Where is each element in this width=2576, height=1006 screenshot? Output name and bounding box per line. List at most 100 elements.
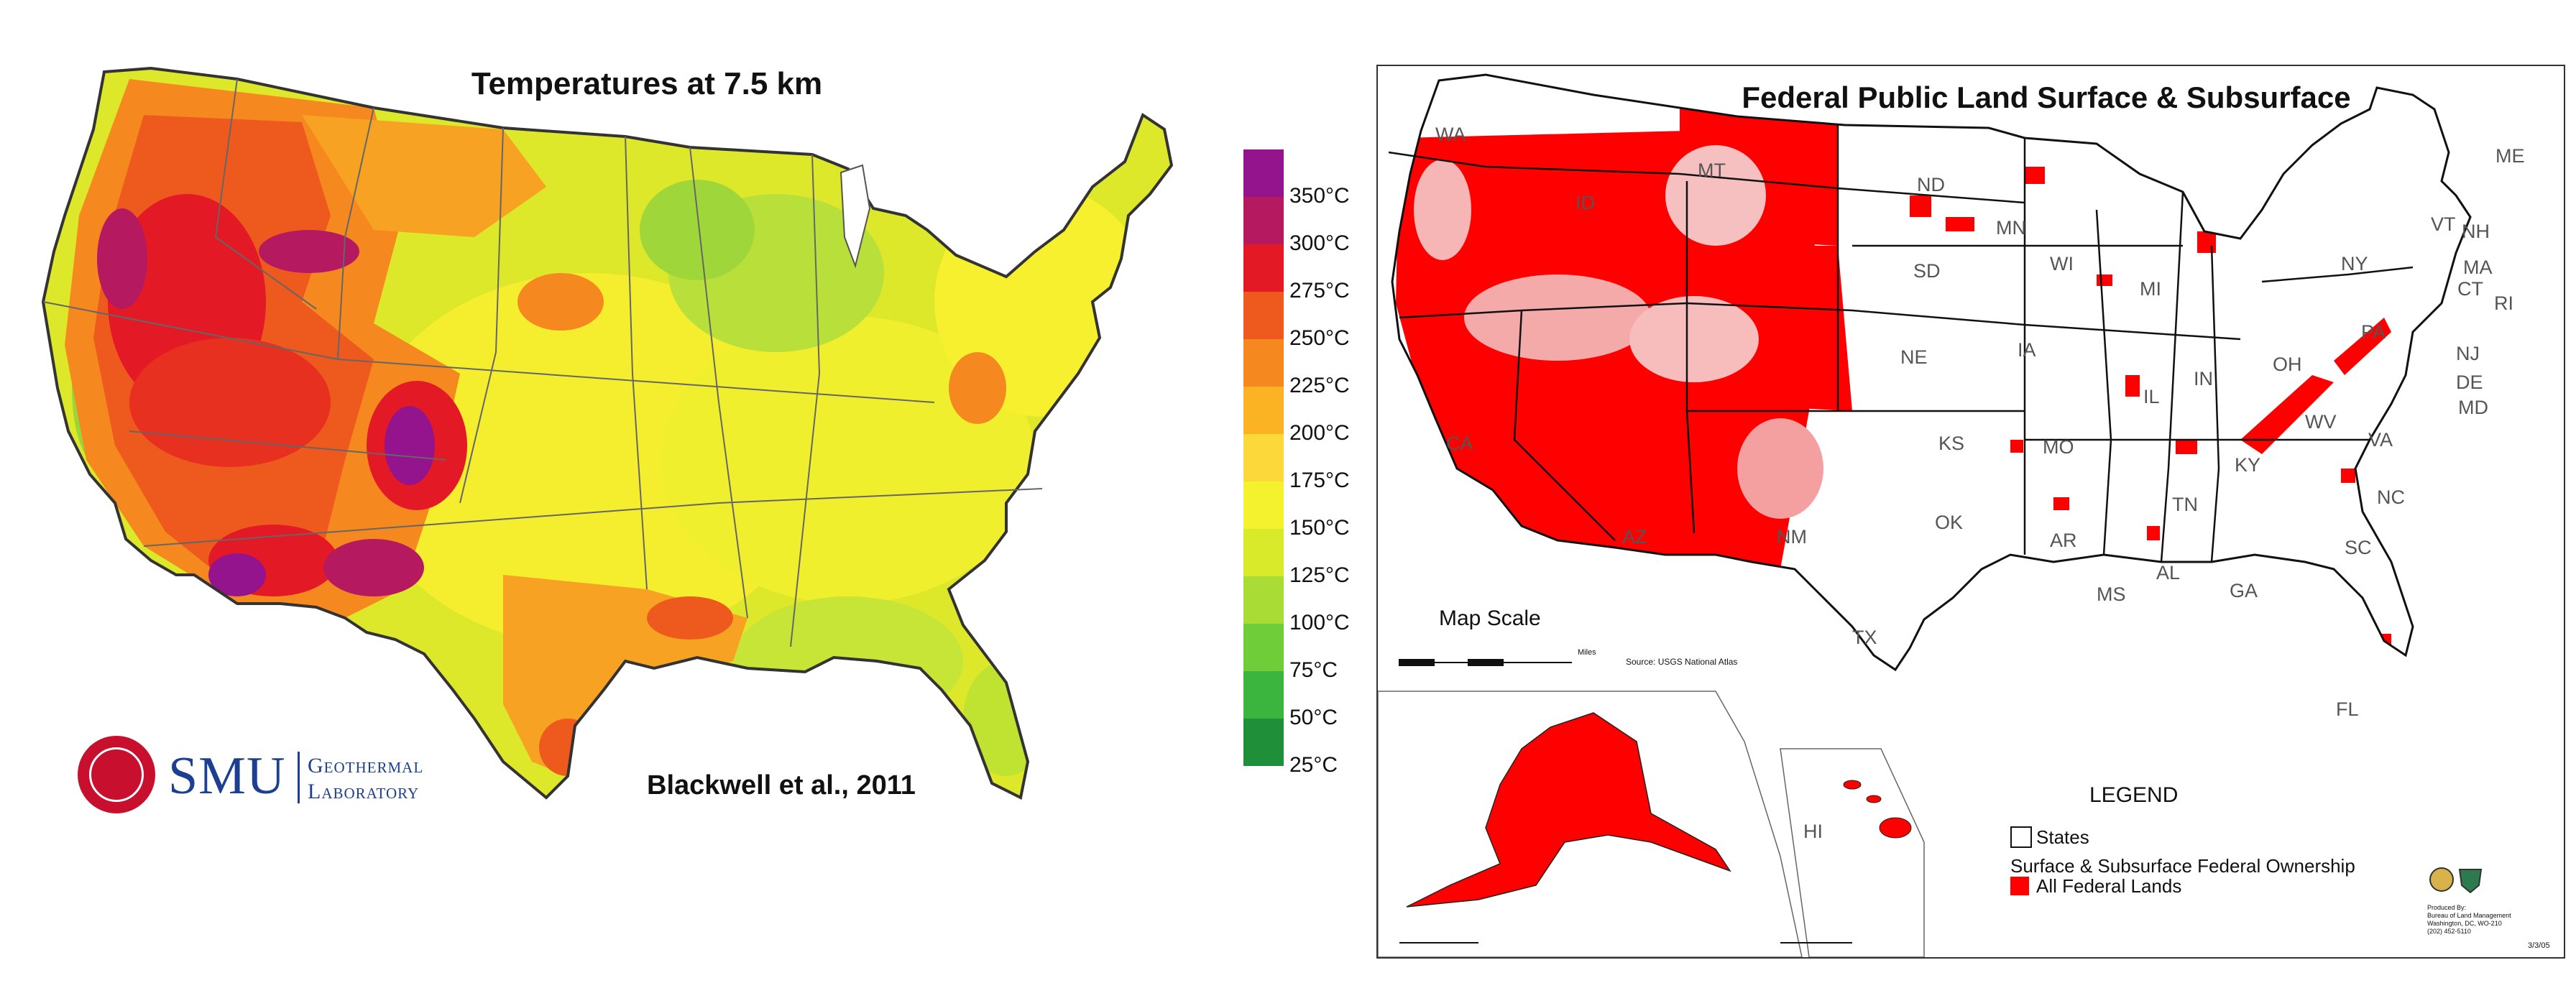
state-label: IL (2143, 386, 2160, 407)
credit-line-1: Produced By: (2427, 904, 2467, 911)
legend-swatch (1243, 149, 1284, 197)
state-label: NC (2377, 486, 2405, 508)
state-label: MI (2140, 278, 2161, 300)
state-label: KY (2235, 454, 2261, 476)
legend-swatch (1243, 339, 1284, 387)
state-label: VT (2431, 213, 2456, 235)
state-label: MA (2463, 257, 2493, 278)
state-label: IA (2018, 339, 2036, 361)
state-label: MO (2043, 436, 2074, 458)
federal-swatch (2010, 877, 2029, 895)
state-label: TX (1852, 627, 1877, 648)
map-scale-label: Map Scale (1439, 606, 1541, 630)
state-label: HI (1803, 821, 1823, 842)
legend-swatch (1243, 529, 1284, 576)
legend-swatch (1243, 576, 1284, 624)
federal-land-map (1378, 73, 2483, 957)
legend-label: 125°C (1289, 563, 1350, 587)
state-label: ND (1917, 174, 1945, 195)
legend-label: 275°C (1289, 279, 1350, 303)
state-label: NJ (2456, 343, 2480, 364)
legend-swatch (1243, 624, 1284, 671)
legend-title: LEGEND (2089, 783, 2179, 807)
legend-states-label: States (2036, 826, 2089, 848)
map-scale-bar (1399, 659, 1852, 943)
state-label: NE (1900, 346, 1928, 368)
legend-label: 175°C (1289, 469, 1350, 492)
state-label: MT (1698, 160, 1726, 181)
doi-seal-icon (2429, 867, 2454, 892)
legend-label: 25°C (1289, 753, 1338, 777)
legend-swatch (1243, 292, 1284, 339)
temperature-map-panel: Temperatures at 7.5 km 350°C 300°C 275°C 25… (41, 66, 1350, 819)
logo-subtitle: Geothermal Laboratory (308, 753, 423, 805)
legend-swatch (1243, 387, 1284, 434)
logo-subtitle-line2: Laboratory (308, 780, 420, 803)
legend-ownership: Surface & Subsurface Federal Ownership (2010, 855, 2355, 877)
legend-label: 75°C (1289, 658, 1338, 682)
state-label: ID (1576, 192, 1595, 213)
state-label: OK (1935, 512, 1964, 533)
states-swatch (2010, 826, 2032, 848)
credit: Produced By: Bureau of Land Management W… (2427, 904, 2511, 936)
smu-geothermal-logo: SMU Geothermal Laboratory (78, 733, 480, 819)
state-label: NY (2341, 253, 2368, 274)
state-label: FL (2336, 698, 2359, 720)
state-label: CA (1446, 433, 1473, 454)
legend-federal-label: All Federal Lands (2036, 875, 2182, 897)
state-label: SC (2345, 537, 2372, 558)
logo-divider (298, 752, 300, 803)
map-date: 3/3/05 (2528, 941, 2550, 950)
state-label: RI (2494, 292, 2513, 314)
state-label: VA (2368, 429, 2393, 451)
blm-shield-icon (2458, 869, 2483, 894)
state-label: ME (2496, 145, 2525, 167)
state-label: MS (2097, 583, 2126, 605)
right-map-title: Federal Public Land Surface & Subsurface (1742, 80, 2351, 114)
legend-swatch (1243, 671, 1284, 719)
state-label: WV (2305, 411, 2337, 433)
federal-land-map-panel: Federal Public Land Surface & Subsurface… (1376, 65, 2565, 959)
state-label: AR (2050, 530, 2077, 551)
state-label: GA (2230, 580, 2258, 601)
state-label: OH (2273, 354, 2302, 375)
temperature-map (41, 66, 1174, 800)
state-label: AL (2156, 562, 2181, 583)
state-label: DE (2456, 372, 2483, 393)
state-label: AZ (1622, 526, 1647, 548)
smu-seal-icon (78, 736, 155, 813)
left-map-title: Temperatures at 7.5 km (471, 66, 823, 101)
state-label: SD (1913, 260, 1941, 282)
legend-label: 50°C (1289, 706, 1338, 729)
state-label: WI (2050, 253, 2074, 274)
legend-swatch (1243, 197, 1284, 244)
legend-label: 300°C (1289, 231, 1350, 255)
state-label: KS (1938, 433, 1965, 454)
legend-swatch (1243, 481, 1284, 529)
state-label: TN (2172, 494, 2198, 515)
legend-label: 250°C (1289, 326, 1350, 350)
credit-line-2: Bureau of Land Management (2427, 912, 2511, 919)
state-label: MN (1996, 217, 2026, 239)
smu-logo-text: SMU (168, 747, 286, 806)
credit-line-3: Washington, DC, WO-210 (2427, 920, 2502, 927)
logo-subtitle-line1: Geothermal (308, 754, 424, 777)
legend-swatch (1243, 244, 1284, 292)
legend-label: 350°C (1289, 184, 1350, 208)
state-label: MD (2458, 397, 2488, 418)
legend-label: 150°C (1289, 516, 1350, 540)
legend-swatch (1243, 434, 1284, 481)
state-label: NH (2462, 221, 2490, 242)
state-label: NM (1777, 526, 1807, 548)
legend-label: 200°C (1289, 421, 1350, 445)
legend-label: 225°C (1289, 374, 1350, 397)
state-label: IN (2194, 368, 2213, 389)
credit-line-4: (202) 452-5110 (2427, 928, 2471, 935)
legend-label: 100°C (1289, 611, 1350, 634)
scale-units: Miles (1578, 648, 1596, 657)
state-label: CT (2457, 278, 2483, 300)
legend-swatch (1243, 719, 1284, 766)
state-label: WA (1435, 124, 1466, 145)
state-label: PA (2361, 321, 2386, 343)
source-note: Source: USGS National Atlas (1626, 657, 1738, 667)
